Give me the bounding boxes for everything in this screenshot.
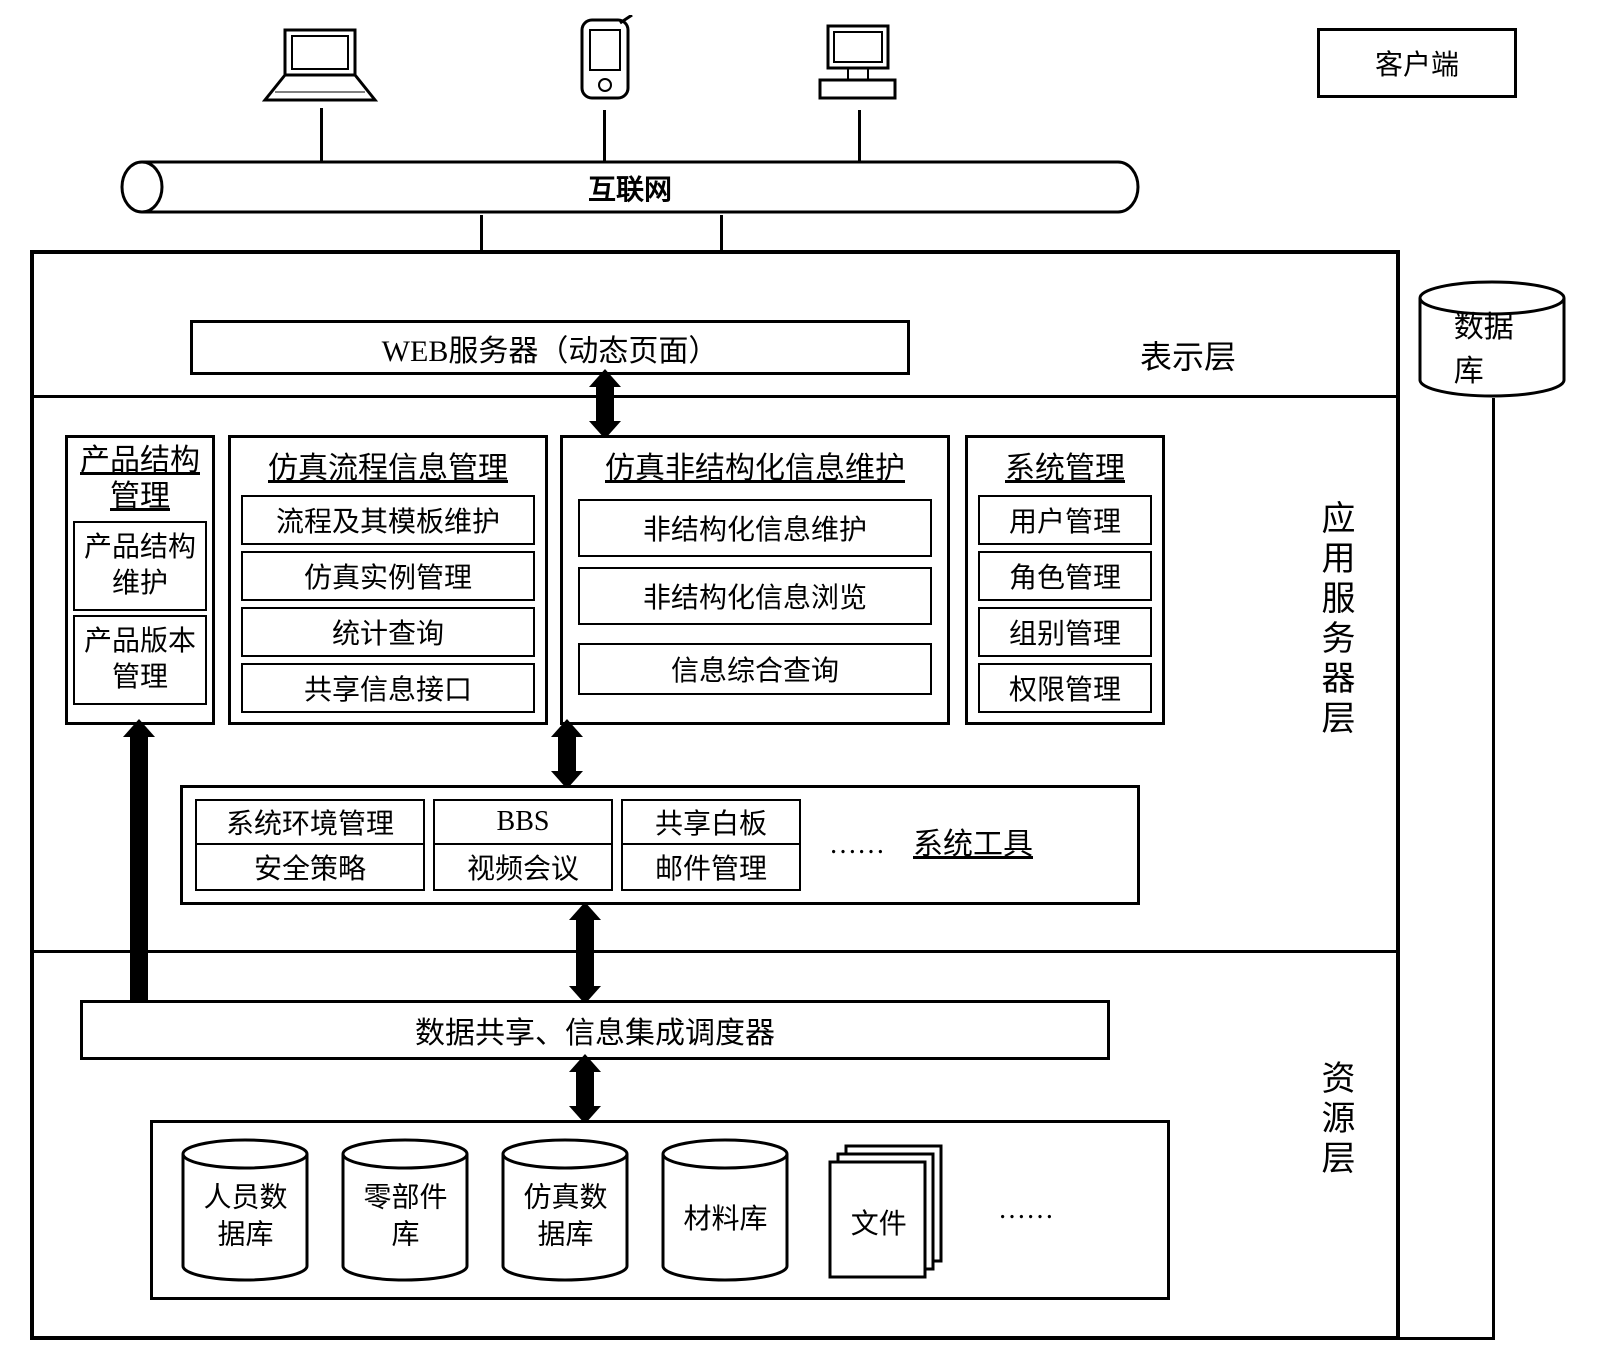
arrow-modules-tools — [558, 735, 576, 773]
simflow-item-1: 仿真实例管理 — [241, 551, 535, 601]
simflow-item-2: 统计查询 — [241, 607, 535, 657]
store-db-0: 人员数据库 — [178, 1138, 313, 1283]
module-sysmgmt-title: 系统管理 — [978, 443, 1152, 487]
arrow-product-resource — [130, 735, 148, 1005]
client-label: 客户端 — [1375, 43, 1459, 83]
conn-phone — [603, 110, 606, 163]
conn-db-h — [1400, 1337, 1495, 1340]
app-layer-label: 应用服务器层 — [1310, 500, 1359, 740]
laptop-icon — [260, 20, 380, 118]
sysmgmt-item-0: 用户管理 — [978, 495, 1152, 545]
tools-ellipsis: …… — [829, 829, 885, 861]
module-simflow: 仿真流程信息管理 流程及其模板维护 仿真实例管理 统计查询 共享信息接口 — [228, 435, 548, 725]
arrow-scheduler-stores — [576, 1070, 594, 1108]
divider-presentation — [33, 395, 1397, 398]
module-unstruct: 仿真非结构化信息维护 非结构化信息维护 非结构化信息浏览 信息综合查询 — [560, 435, 950, 725]
store-db-1: 零部件库 — [338, 1138, 473, 1283]
tools-col2: BBS 视频会议 — [433, 799, 613, 891]
tools-col1: 系统环境管理 安全策略 — [195, 799, 425, 891]
arrow-web-app — [596, 385, 614, 423]
store-db-3: 材料库 — [658, 1138, 793, 1283]
conn-desktop — [858, 110, 861, 163]
tools-c1-1: 安全策略 — [195, 845, 425, 891]
unstruct-item-1: 非结构化信息浏览 — [578, 567, 932, 625]
arrow-tools-resource — [576, 918, 594, 988]
module-product-title: 产品结构管理 — [73, 443, 207, 515]
sysmgmt-item-2: 组别管理 — [978, 607, 1152, 657]
tools-c3-1: 邮件管理 — [621, 845, 801, 891]
tools-container: 系统环境管理 安全策略 BBS 视频会议 共享白板 邮件管理 …… 系统工具 — [180, 785, 1140, 905]
conn-laptop — [320, 108, 323, 163]
module-simflow-title: 仿真流程信息管理 — [241, 443, 535, 487]
web-server-label: WEB服务器（动态页面） — [382, 326, 719, 370]
store-db-2: 仿真数据库 — [498, 1138, 633, 1283]
phone-icon — [570, 15, 640, 123]
tools-label: 系统工具 — [913, 821, 1033, 869]
internet-pipe: 互联网 — [120, 160, 1140, 215]
module-sysmgmt: 系统管理 用户管理 角色管理 组别管理 权限管理 — [965, 435, 1165, 725]
unstruct-item-0: 非结构化信息维护 — [578, 499, 932, 557]
tools-c2-1: 视频会议 — [433, 845, 613, 891]
unstruct-item-2: 信息综合查询 — [578, 643, 932, 695]
database-label: 数据库 — [1454, 302, 1532, 390]
tools-c1-0: 系统环境管理 — [195, 799, 425, 845]
stores-ellipsis: …… — [998, 1194, 1054, 1226]
conn-db — [1492, 398, 1495, 1338]
tools-c3-0: 共享白板 — [621, 799, 801, 845]
presentation-layer-label: 表示层 — [1140, 332, 1236, 378]
product-item-0: 产品结构维护 — [73, 521, 207, 611]
sysmgmt-item-1: 角色管理 — [978, 551, 1152, 601]
sysmgmt-item-3: 权限管理 — [978, 663, 1152, 713]
client-box: 客户端 — [1317, 28, 1517, 98]
store-files: 文件 — [818, 1138, 953, 1283]
product-item-1: 产品版本管理 — [73, 615, 207, 705]
resource-layer-label: 资源层 — [1310, 1060, 1359, 1180]
desktop-icon — [810, 18, 910, 121]
internet-label: 互联网 — [588, 168, 672, 208]
simflow-item-3: 共享信息接口 — [241, 663, 535, 713]
tools-c2-0: BBS — [433, 799, 613, 845]
stores-container: 人员数据库 零部件库 仿真数据库 材料库 文件 …… — [150, 1120, 1170, 1300]
divider-app — [33, 950, 1397, 953]
database-cylinder: 数据库 — [1415, 280, 1570, 400]
tools-col3: 共享白板 邮件管理 — [621, 799, 801, 891]
simflow-item-0: 流程及其模板维护 — [241, 495, 535, 545]
web-server-box: WEB服务器（动态页面） — [190, 320, 910, 375]
scheduler-label: 数据共享、信息集成调度器 — [415, 1008, 775, 1052]
scheduler-box: 数据共享、信息集成调度器 — [80, 1000, 1110, 1060]
module-unstruct-title: 仿真非结构化信息维护 — [578, 443, 932, 487]
module-product: 产品结构管理 产品结构维护 产品版本管理 — [65, 435, 215, 725]
